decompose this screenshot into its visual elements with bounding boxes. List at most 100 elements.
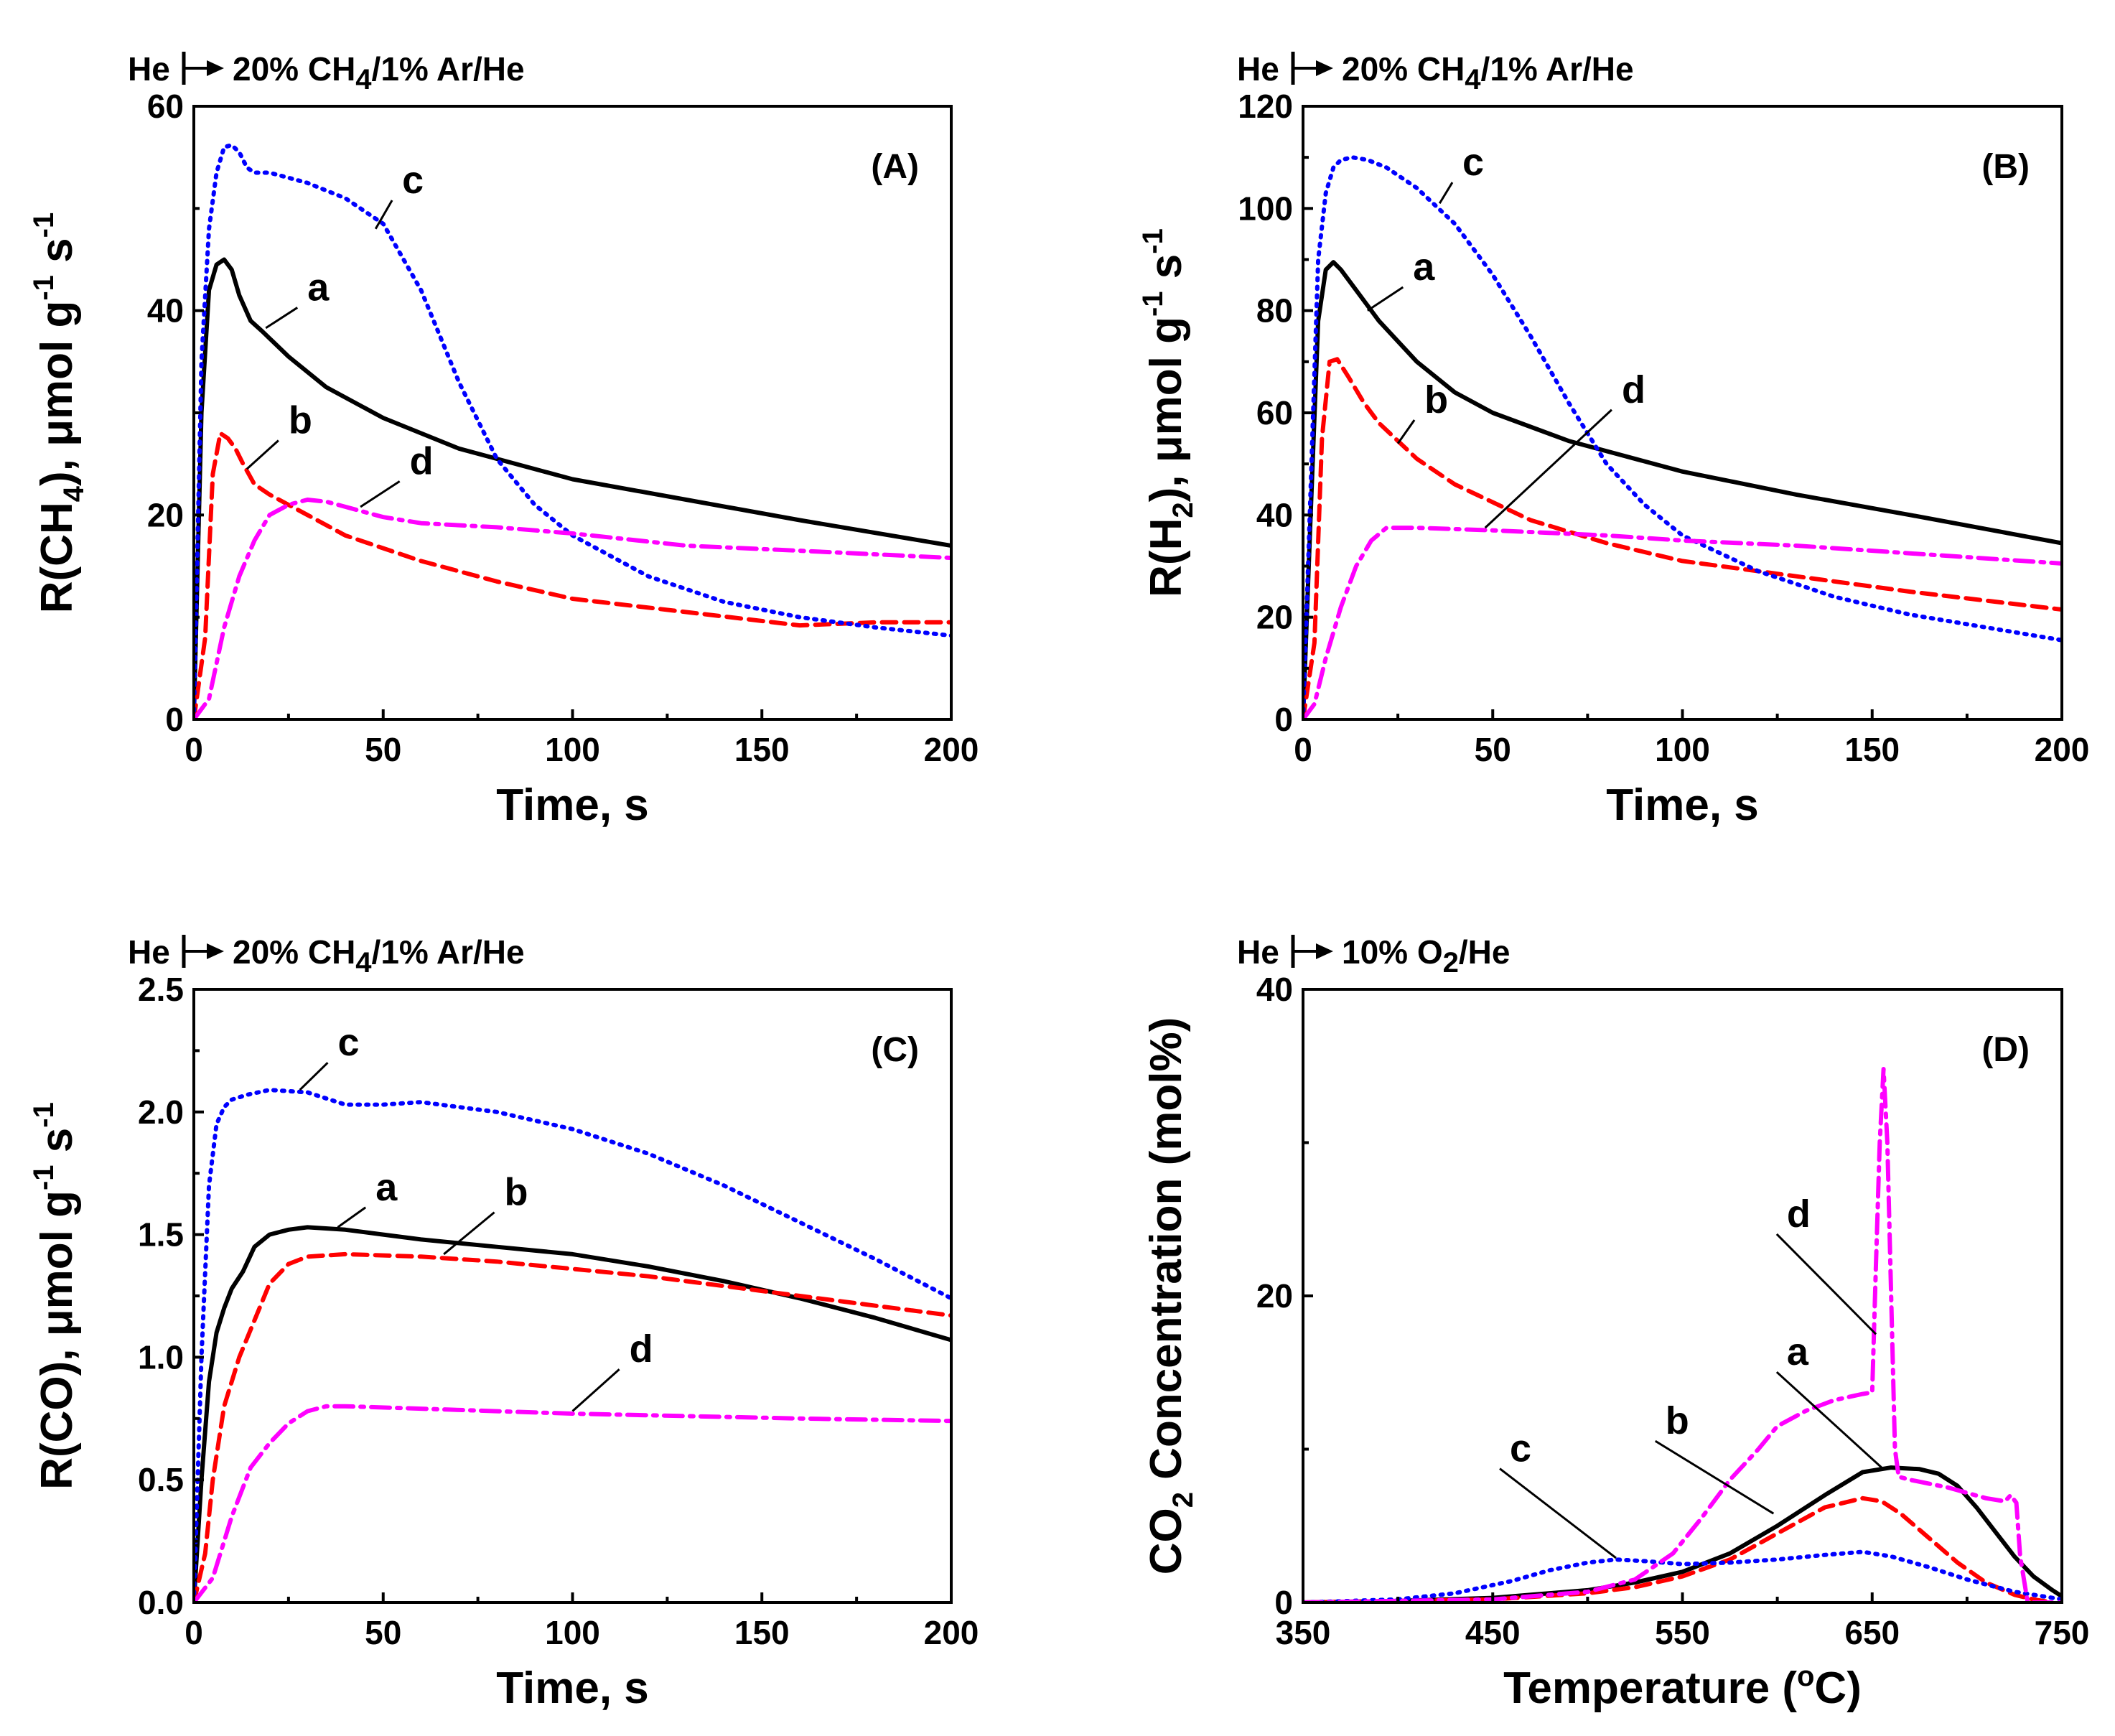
panel-4-curve-label-c: c xyxy=(1510,1427,1531,1470)
panel-2-feed-to-sub: 4 xyxy=(1465,64,1481,95)
panel-4-y-tick-label: 20 xyxy=(1256,1277,1293,1315)
panel-2-y-tick-label: 80 xyxy=(1256,292,1293,330)
panel-4-feed-to-sub: 2 xyxy=(1443,947,1459,979)
panel-1-x-tick-label: 0 xyxy=(185,731,203,768)
panel-1-curve-label-c: c xyxy=(402,159,424,202)
panel-2-y-axis-label: R(H2), μmol g-1 s-1 xyxy=(1137,228,1199,597)
panel-4-leader-b xyxy=(1654,1439,1775,1515)
panel-3-series-b-line xyxy=(194,1251,951,1602)
panel-3-y-tick-label: 0.0 xyxy=(138,1584,184,1621)
panel-2-x-tick-label: 0 xyxy=(1294,731,1312,768)
panel-1-series-a-line xyxy=(194,257,951,719)
panel-1-leader-c xyxy=(374,200,393,230)
panel-1-y-tick-label: 0 xyxy=(165,701,184,738)
panel-2-x-tick-label: 50 xyxy=(1475,731,1511,768)
panel-1-feed-from: He xyxy=(128,50,170,88)
panel-3-y-tick-label: 2.0 xyxy=(138,1093,184,1131)
panel-4-x-tick-label: 450 xyxy=(1465,1614,1521,1651)
panel-2-curve-label-d: d xyxy=(1622,368,1645,411)
panel-3-feed-from: He xyxy=(128,933,170,971)
panel-1-x-tick-label: 200 xyxy=(924,731,979,768)
panel-2-y-axis-label-sup2: -1 xyxy=(1137,228,1169,254)
panel-3-curve-label-a: a xyxy=(375,1166,398,1209)
panel-1-x-axis-label: Time, s xyxy=(496,780,649,830)
panel-2-curve-label-a: a xyxy=(1413,246,1435,289)
panel-2-y-tick-label: 20 xyxy=(1256,599,1293,636)
panel-1-y-axis-label-sup1: -1 xyxy=(28,275,60,301)
panel-4-curve-label-a: a xyxy=(1787,1330,1809,1373)
panel-2-y-tick-label: 100 xyxy=(1238,190,1293,227)
panel-3-y-axis-label-sup2: -1 xyxy=(28,1102,60,1128)
panel-2-leader-c xyxy=(1438,182,1454,204)
panel-3-y-axis-label-mid: ), μmol g xyxy=(32,1190,82,1376)
panel-2-series-b-line xyxy=(1303,357,2062,719)
panel-2-y-tick-label: 0 xyxy=(1274,701,1293,738)
panel-1-y-axis-label-sub: 4 xyxy=(58,485,90,502)
panel-4-series-c-line xyxy=(1303,1549,2062,1602)
panel-2-curve-label-b: b xyxy=(1424,378,1448,421)
panel-4-y-tick-label: 40 xyxy=(1256,971,1293,1008)
panel-2-x-tick-label: 100 xyxy=(1655,731,1710,768)
panel-4-curve-label-d: d xyxy=(1787,1193,1811,1236)
panel-2-x-axis-label: Time, s xyxy=(1606,780,1759,830)
panel-4-x-tick-label: 350 xyxy=(1276,1614,1331,1651)
panel-2-y-tick-label: 60 xyxy=(1256,394,1293,431)
panel-3-y-tick-label: 1.0 xyxy=(138,1338,184,1376)
panel-1-y-tick-label: 40 xyxy=(147,292,184,330)
panel-2-y-axis-label-sub: 2 xyxy=(1167,502,1199,518)
panel-3: 0 50 100 150 200 0.0 0.5 1.0 1.5 2.0 2.5 Time, s R(C… xyxy=(28,933,979,1713)
panel-2-y-axis-label-main: R(H xyxy=(1141,518,1191,597)
panel-1-y-axis-label-mid: ), μmol g xyxy=(32,301,82,486)
panel-4-x-tick-label: 650 xyxy=(1844,1614,1900,1651)
panel-3-y-axis-label: R(CO), μmol g-1 s-1 xyxy=(28,1102,82,1490)
panel-2-feed-arrow-icon xyxy=(1316,60,1333,76)
panel-1-y-axis-label-sup2: -1 xyxy=(28,213,60,238)
panel-4-y-axis-label-sub: 2 xyxy=(1167,1492,1199,1508)
panel-3-leader-b xyxy=(443,1211,495,1256)
panel-3-x-tick-label: 50 xyxy=(365,1614,401,1651)
panel-2-y-tick-label: 40 xyxy=(1256,496,1293,533)
panel-1-x-tick-label: 150 xyxy=(734,731,790,768)
panel-4-x-tick-label: 550 xyxy=(1655,1614,1710,1651)
panel-3-series-c-line xyxy=(194,1088,951,1602)
panel-2-curve-label-c: c xyxy=(1462,141,1484,184)
panel-3-feed-to-text-end: /1% Ar/He xyxy=(372,933,525,971)
panel-3-x-axis-label: Time, s xyxy=(496,1663,649,1713)
panel-3-leader-a xyxy=(337,1206,367,1228)
panel-2-series-c-line xyxy=(1303,155,2062,719)
panel-1-leader-b xyxy=(246,439,279,470)
panel-2-series-d-line xyxy=(1303,526,2062,719)
panel-1-leader-d xyxy=(360,480,401,508)
panel-4-feed-to-text: 10% O xyxy=(1342,933,1443,971)
panel-4-feed-arrow-icon xyxy=(1316,943,1333,959)
panel-2-y-axis-label-end: s xyxy=(1141,254,1191,291)
panel-2-panel-label: (B) xyxy=(1981,148,2030,186)
panel-1-leader-a xyxy=(265,307,299,330)
panel-4-feed-to: 10% O2/He xyxy=(1342,933,1510,979)
panel-2: 0 50 100 150 200 0 20 40 60 80 100 120 Time, s R(H2),… xyxy=(1137,50,2089,830)
panel-3-x-tick-label: 100 xyxy=(545,1614,600,1651)
panel-2-feed-to-text-end: /1% Ar/He xyxy=(1481,50,1634,88)
panel-3-curve-label-b: b xyxy=(505,1171,528,1214)
panel-2-feed-to-text: 20% CH xyxy=(1342,50,1465,88)
panel-2-y-tick-label: 120 xyxy=(1238,88,1293,125)
panel-1-y-tick-label: 20 xyxy=(147,496,184,533)
panel-4-plot-frame xyxy=(1302,988,2063,1604)
panel-4-leader-d xyxy=(1775,1233,1877,1335)
panel-2-feed-from: He xyxy=(1237,50,1279,88)
panel-2-leader-b xyxy=(1396,419,1416,444)
panel-4-curve-label-b: b xyxy=(1666,1399,1689,1442)
panel-1-y-tick-label: 60 xyxy=(147,88,184,125)
panel-4-x-axis-label-sup: o xyxy=(1797,1661,1814,1692)
panel-2-feed-to: 20% CH4/1% Ar/He xyxy=(1342,50,1634,95)
panel-1-series-b-line xyxy=(194,431,951,719)
panel-3-panel-label: (C) xyxy=(871,1031,919,1069)
panel-2-y-axis-label-mid: ), μmol g xyxy=(1141,317,1191,502)
panel-1-y-axis-label-end: s xyxy=(32,238,82,275)
panel-2-plot-frame xyxy=(1302,105,2063,721)
panel-1-curve-label-b: b xyxy=(289,398,312,442)
panel-2-y-axis-label-sup1: -1 xyxy=(1137,291,1169,317)
panel-3-y-axis-label-main: R(CO xyxy=(32,1376,82,1489)
